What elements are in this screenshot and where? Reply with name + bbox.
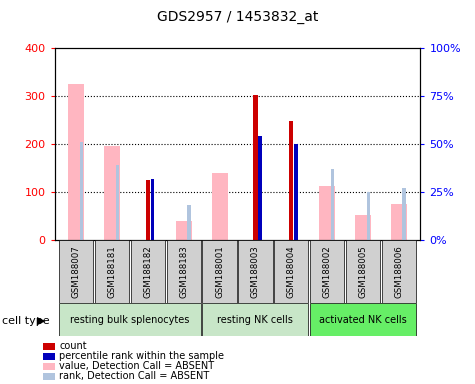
Text: activated NK cells: activated NK cells: [319, 314, 407, 325]
Bar: [367, 192, 370, 240]
Text: GSM188002: GSM188002: [323, 245, 332, 298]
Bar: [289, 121, 294, 240]
Bar: [68, 84, 84, 240]
Bar: [346, 240, 380, 303]
Bar: [381, 240, 416, 303]
Bar: [211, 173, 228, 240]
Bar: [402, 188, 406, 240]
Bar: [331, 169, 334, 240]
Text: percentile rank within the sample: percentile rank within the sample: [59, 351, 224, 361]
Bar: [151, 179, 154, 240]
Text: GSM188004: GSM188004: [287, 245, 296, 298]
Text: GDS2957 / 1453832_at: GDS2957 / 1453832_at: [157, 10, 318, 23]
Text: GSM188181: GSM188181: [107, 245, 116, 298]
Bar: [253, 95, 257, 240]
Bar: [80, 142, 83, 240]
Text: rank, Detection Call = ABSENT: rank, Detection Call = ABSENT: [59, 371, 209, 381]
Bar: [310, 240, 344, 303]
Text: GSM188001: GSM188001: [215, 245, 224, 298]
Bar: [274, 240, 308, 303]
Bar: [238, 240, 273, 303]
Bar: [187, 205, 191, 240]
Text: value, Detection Call = ABSENT: value, Detection Call = ABSENT: [59, 361, 215, 371]
Text: resting bulk splenocytes: resting bulk splenocytes: [70, 314, 190, 325]
Text: GSM188007: GSM188007: [72, 245, 81, 298]
Bar: [391, 204, 407, 240]
Bar: [355, 215, 371, 240]
Bar: [146, 180, 150, 240]
Text: ▶: ▶: [37, 316, 45, 326]
Bar: [104, 146, 120, 240]
Bar: [258, 136, 262, 240]
Text: GSM188006: GSM188006: [394, 245, 403, 298]
Bar: [167, 240, 201, 303]
Bar: [294, 144, 298, 240]
Bar: [95, 240, 129, 303]
Bar: [59, 303, 201, 336]
Text: GSM188182: GSM188182: [143, 245, 152, 298]
Text: GSM188183: GSM188183: [179, 245, 188, 298]
Text: resting NK cells: resting NK cells: [218, 314, 294, 325]
Bar: [115, 165, 119, 240]
Text: GSM188005: GSM188005: [359, 245, 368, 298]
Text: count: count: [59, 341, 87, 351]
Text: GSM188003: GSM188003: [251, 245, 260, 298]
Text: cell type: cell type: [2, 316, 50, 326]
Bar: [131, 240, 165, 303]
Bar: [310, 303, 416, 336]
Bar: [176, 221, 192, 240]
Bar: [202, 240, 237, 303]
Bar: [202, 303, 308, 336]
Bar: [59, 240, 94, 303]
Bar: [319, 186, 335, 240]
